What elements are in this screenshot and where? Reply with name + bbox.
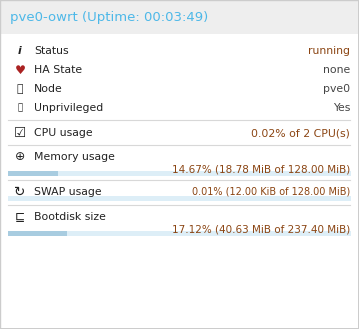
Bar: [8, 231, 351, 236]
Bar: [1, 1, 358, 34]
Text: pve0: pve0: [323, 84, 350, 94]
Text: 14.67% (18.78 MiB of 128.00 MiB): 14.67% (18.78 MiB of 128.00 MiB): [172, 164, 350, 174]
Text: running: running: [308, 46, 350, 56]
Text: 0.01% (12.00 KiB of 128.00 MiB): 0.01% (12.00 KiB of 128.00 MiB): [192, 187, 350, 197]
Bar: [1, 34, 358, 328]
Text: Yes: Yes: [333, 103, 350, 113]
Text: Bootdisk size: Bootdisk size: [34, 212, 106, 222]
Text: Memory usage: Memory usage: [34, 152, 115, 162]
Text: Node: Node: [34, 84, 63, 94]
Text: ⊕: ⊕: [15, 150, 25, 164]
Text: SWAP usage: SWAP usage: [34, 187, 102, 197]
Bar: [8, 231, 67, 236]
Text: 🔒: 🔒: [17, 104, 23, 113]
Text: ⊑: ⊑: [15, 211, 25, 223]
Text: ↻: ↻: [14, 185, 26, 199]
Text: i: i: [18, 46, 22, 56]
Text: ♥: ♥: [14, 63, 25, 77]
Text: 17.12% (40.63 MiB of 237.40 MiB): 17.12% (40.63 MiB of 237.40 MiB): [172, 224, 350, 234]
Text: pve0-owrt (Uptime: 00:03:49): pve0-owrt (Uptime: 00:03:49): [10, 11, 208, 23]
Bar: [8, 171, 351, 176]
Text: ⌗: ⌗: [17, 84, 23, 94]
Text: CPU usage: CPU usage: [34, 128, 93, 138]
Bar: [8, 196, 351, 201]
Text: Unprivileged: Unprivileged: [34, 103, 103, 113]
Text: ☑: ☑: [14, 126, 26, 140]
Text: none: none: [323, 65, 350, 75]
Text: HA State: HA State: [34, 65, 82, 75]
Text: Status: Status: [34, 46, 69, 56]
Text: 0.02% of 2 CPU(s): 0.02% of 2 CPU(s): [251, 128, 350, 138]
Bar: [8, 171, 58, 176]
